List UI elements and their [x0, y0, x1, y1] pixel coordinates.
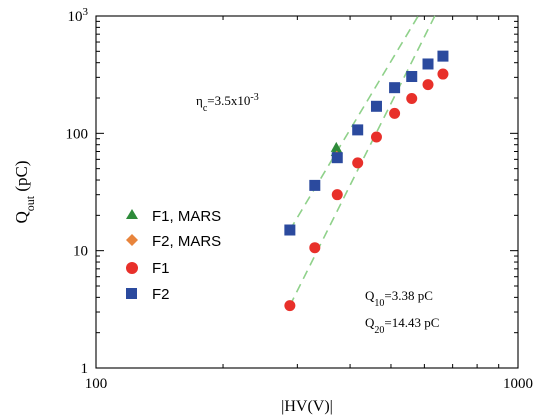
legend-label: F1	[152, 260, 170, 277]
data-point-square	[352, 124, 364, 136]
data-point-circle	[284, 300, 296, 312]
data-points	[284, 50, 449, 312]
y-tick-label-exponent: 3	[83, 6, 89, 18]
data-point-circle	[370, 131, 382, 143]
legend-label: F2	[152, 286, 170, 303]
data-point-circle	[437, 68, 449, 80]
fit-line	[289, 15, 419, 231]
eta-annotation: ηc=3.5x10-3	[196, 92, 259, 114]
y-axis-label-main: Q	[12, 211, 31, 223]
data-point-circle	[389, 107, 401, 119]
q10-sub: 10	[374, 298, 384, 309]
eta-rest: =3.5x10	[207, 93, 250, 108]
eta-sup: -3	[250, 92, 258, 103]
y-axis-label-sub: out	[23, 195, 37, 211]
x-axis-label: |HV(V)|	[281, 398, 333, 415]
y-axis-label-unit: (pC)	[12, 160, 31, 195]
fit-lines	[289, 15, 436, 306]
legend-item-f2-mars: F2, MARS	[126, 233, 221, 250]
legend: F1, MARS F2, MARS F1 F2	[126, 208, 221, 303]
fit-line	[289, 15, 436, 306]
x-tick-label: 100	[85, 376, 108, 392]
plot-frame	[95, 15, 519, 369]
data-point-circle	[422, 79, 434, 91]
eta-main: η	[196, 93, 203, 108]
y-tick-label: 103	[68, 6, 89, 25]
q10-main: Q	[365, 288, 375, 303]
x-tick-label: 1000	[503, 376, 533, 392]
data-point-square	[437, 50, 449, 62]
data-point-square	[406, 71, 418, 83]
data-point-square	[422, 58, 434, 70]
y-tick-label: 1	[81, 361, 89, 377]
y-tick-label-base: 10	[68, 9, 83, 25]
legend-item-f2: F2	[126, 286, 170, 303]
legend-label: F2, MARS	[152, 233, 221, 250]
q10-rest: =3.38 pC	[384, 288, 433, 303]
q20-annotation: Q20=14.43 pC	[365, 315, 439, 336]
legend-triangle-marker	[126, 209, 138, 219]
data-point-square	[370, 100, 382, 112]
y-tick-label: 10	[73, 244, 88, 260]
y-axis-label: Qout (pC)	[12, 160, 37, 223]
legend-square-marker	[126, 288, 137, 299]
data-point-square	[331, 152, 343, 164]
q20-main: Q	[365, 315, 375, 330]
q20-rest: =14.43 pC	[384, 315, 439, 330]
legend-label: F1, MARS	[152, 208, 221, 225]
q10-annotation: Q10=3.38 pC	[365, 288, 433, 309]
y-tick-label: 100	[66, 126, 89, 142]
legend-item-f1-mars: F1, MARS	[126, 208, 221, 225]
data-point-square	[284, 224, 296, 236]
data-point-circle	[406, 93, 418, 105]
legend-item-f1: F1	[126, 260, 170, 277]
legend-diamond-marker	[126, 234, 138, 246]
plot-border	[95, 15, 519, 369]
data-point-circle	[331, 189, 343, 201]
legend-circle-marker	[126, 262, 138, 274]
q20-sub: 20	[374, 325, 384, 336]
data-point-square	[309, 179, 321, 191]
data-point-square	[389, 82, 401, 94]
data-point-circle	[352, 157, 364, 169]
data-point-circle	[309, 242, 321, 254]
eta-sub: c	[203, 103, 208, 114]
